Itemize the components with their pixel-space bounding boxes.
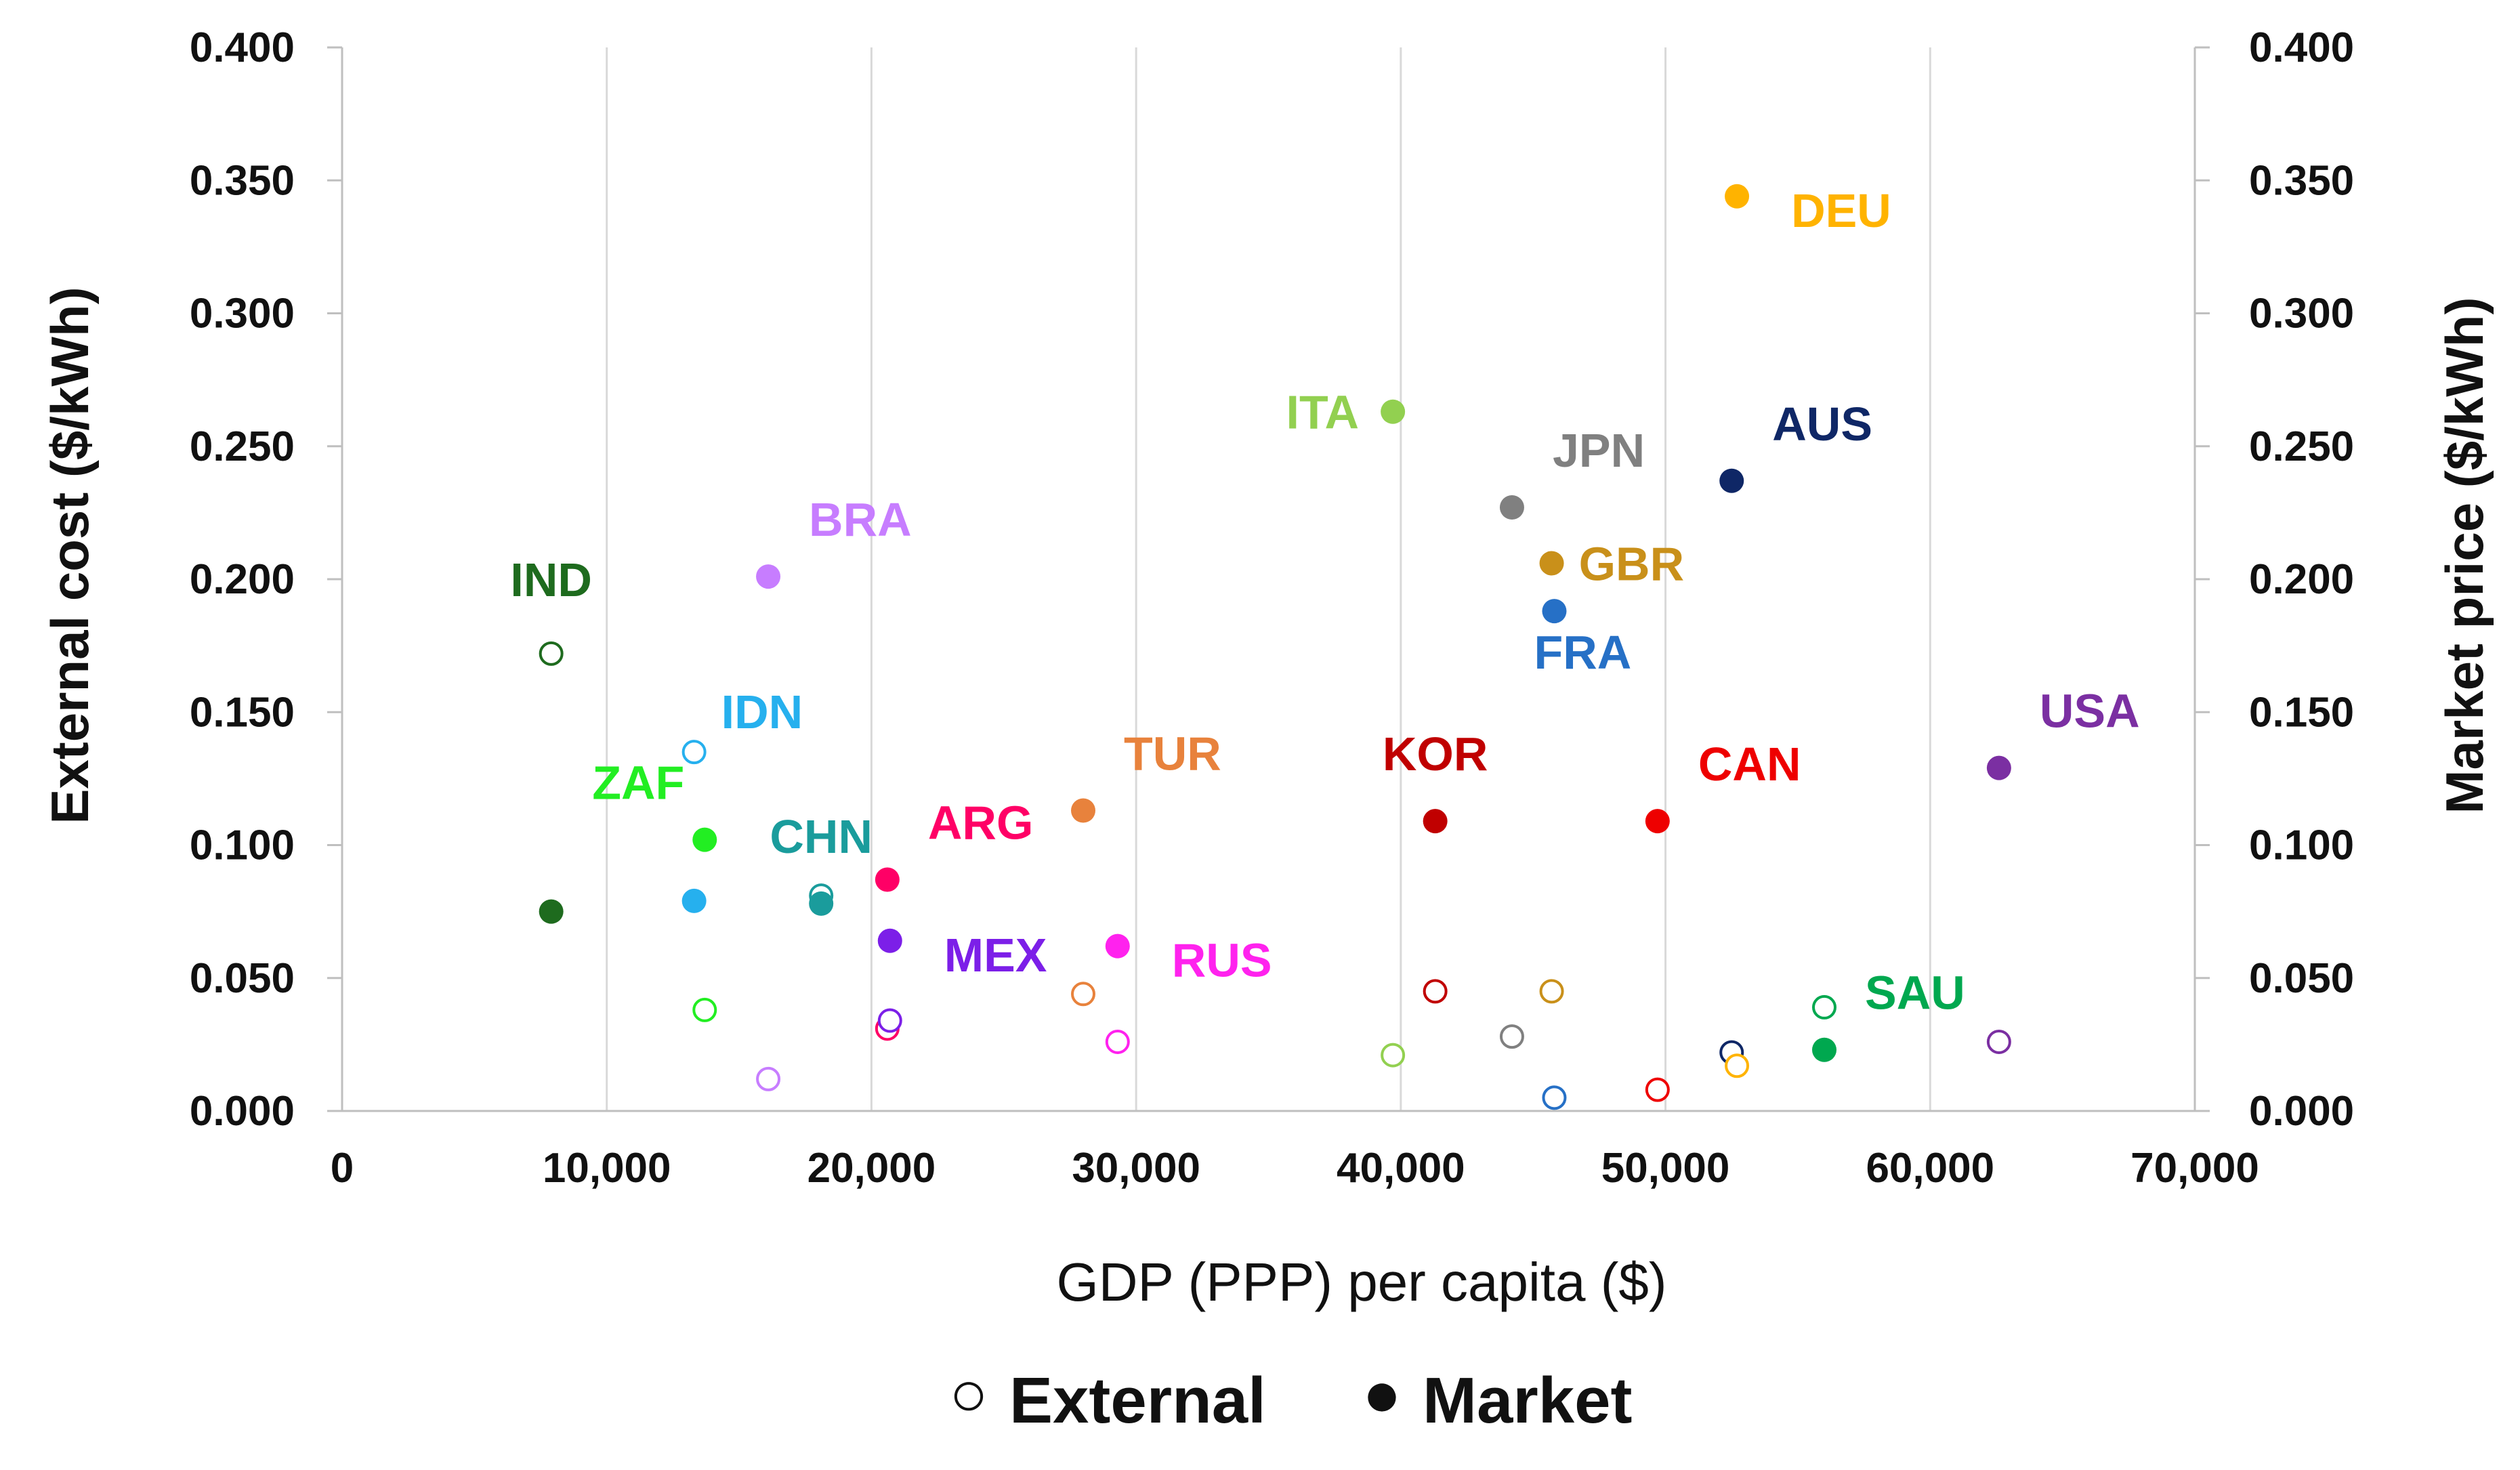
data-points <box>539 184 2011 1110</box>
legend-external-label: External <box>1009 1364 1266 1437</box>
country-label-gbr: GBR <box>1579 537 1685 590</box>
point-external-fra <box>1542 1085 1567 1110</box>
country-label-rus: RUS <box>1172 934 1272 987</box>
point-external-deu <box>1725 1053 1750 1078</box>
point-market-mex <box>877 928 902 953</box>
y-right-tick-label: 0.000 <box>2249 1088 2354 1135</box>
country-label-mex: MEX <box>944 929 1047 982</box>
x-tick-label: 10,000 <box>543 1145 671 1192</box>
point-market-fra <box>1542 599 1567 624</box>
axes <box>327 46 2210 1112</box>
country-label-kor: KOR <box>1383 728 1488 780</box>
y-left-tick-label: 0.300 <box>190 291 295 337</box>
point-market-zaf <box>692 827 717 852</box>
point-market-can <box>1645 809 1670 834</box>
country-label-idn: IDN <box>721 686 803 738</box>
y-right-tick-label: 0.150 <box>2249 689 2354 736</box>
x-tick-label: 0 <box>331 1145 354 1192</box>
tick-labels: 0 10,000 20,000 30,000 40,000 50,000 60,000 70,… <box>190 24 2354 1192</box>
point-market-gbr <box>1539 551 1564 576</box>
point-external-mex <box>877 1008 902 1033</box>
point-external-can <box>1645 1077 1670 1102</box>
legend: ○ External ● Market <box>949 1358 1632 1437</box>
country-label-bra: BRA <box>809 493 912 546</box>
country-label-can: CAN <box>1698 738 1801 791</box>
point-market-usa <box>1986 755 2011 780</box>
y-left-tick-label: 0.100 <box>190 822 295 869</box>
point-external-rus <box>1105 1029 1130 1054</box>
y-left-tick-label: 0.350 <box>190 157 295 204</box>
point-market-bra <box>756 564 781 589</box>
point-market-idn <box>681 888 707 913</box>
y-right-tick-label: 0.300 <box>2249 291 2354 337</box>
y-left-tick-label: 0.050 <box>190 955 295 1002</box>
y-right-tick-label: 0.200 <box>2249 556 2354 603</box>
point-external-jpn <box>1499 1024 1524 1049</box>
point-external-bra <box>756 1066 781 1091</box>
x-tick-label: 50,000 <box>1601 1145 1730 1192</box>
y-right-tick-label: 0.050 <box>2249 955 2354 1002</box>
y-left-tick-label: 0.000 <box>190 1088 295 1135</box>
point-external-gbr <box>1539 979 1564 1004</box>
country-label-deu: DEU <box>1791 184 1891 237</box>
point-market-sau <box>1812 1037 1836 1062</box>
point-external-tur <box>1071 982 1095 1007</box>
y-left-tick-label: 0.250 <box>190 423 295 470</box>
gridlines <box>341 47 2196 1111</box>
x-axis-title: GDP (PPP) per capita ($) <box>1056 1252 1666 1312</box>
country-label-chn: CHN <box>770 810 873 863</box>
y-right-tick-label: 0.350 <box>2249 157 2354 204</box>
x-tick-label: 70,000 <box>2130 1145 2259 1192</box>
country-label-ind: IND <box>510 553 592 606</box>
country-label-fra: FRA <box>1534 626 1631 679</box>
point-external-sau <box>1812 994 1836 1020</box>
country-label-arg: ARG <box>928 797 1034 849</box>
point-external-idn <box>681 740 707 765</box>
point-external-ind <box>539 641 564 666</box>
country-label-tur: TUR <box>1124 727 1221 780</box>
legend-market-symbol: ● <box>1362 1358 1402 1430</box>
country-label-sau: SAU <box>1865 967 1965 1020</box>
country-labels: IND BRA IDN ZAF CHN ARG MEX TUR RUS ITA KOR JPN GBR F… <box>510 184 2139 1020</box>
country-label-jpn: JPN <box>1553 424 1645 477</box>
point-external-ita <box>1381 1043 1406 1068</box>
point-market-deu <box>1725 184 1750 209</box>
y-left-tick-label: 0.400 <box>190 24 295 71</box>
x-tick-label: 60,000 <box>1866 1145 1994 1192</box>
point-market-arg <box>875 867 900 892</box>
y-left-tick-label: 0.200 <box>190 556 295 603</box>
point-market-ita <box>1381 399 1406 424</box>
x-tick-label: 30,000 <box>1072 1145 1200 1192</box>
y-axis-left-title: External cost ($/kWh) <box>40 287 100 824</box>
point-market-ind <box>539 899 564 924</box>
x-tick-label: 40,000 <box>1337 1145 1465 1192</box>
point-market-chn <box>809 891 834 916</box>
legend-external-symbol: ○ <box>949 1358 988 1430</box>
y-right-tick-label: 0.100 <box>2249 822 2354 869</box>
country-label-zaf: ZAF <box>592 757 684 810</box>
point-market-kor <box>1423 809 1448 834</box>
country-label-usa: USA <box>2040 685 2140 738</box>
point-market-tur <box>1071 798 1095 823</box>
x-tick-label: 20,000 <box>807 1145 936 1192</box>
point-external-kor <box>1423 979 1448 1004</box>
legend-market-label: Market <box>1423 1364 1632 1437</box>
point-external-usa <box>1986 1029 2011 1054</box>
y-right-tick-label: 0.400 <box>2249 24 2354 71</box>
y-left-tick-label: 0.150 <box>190 689 295 736</box>
y-axis-right-title: Market price ($/kWh) <box>2435 297 2494 814</box>
point-market-aus <box>1719 468 1744 493</box>
point-market-jpn <box>1499 495 1524 520</box>
point-external-zaf <box>692 997 717 1022</box>
point-market-rus <box>1105 933 1130 959</box>
y-right-tick-label: 0.250 <box>2249 423 2354 470</box>
country-label-aus: AUS <box>1772 398 1872 450</box>
country-label-ita: ITA <box>1286 386 1360 439</box>
